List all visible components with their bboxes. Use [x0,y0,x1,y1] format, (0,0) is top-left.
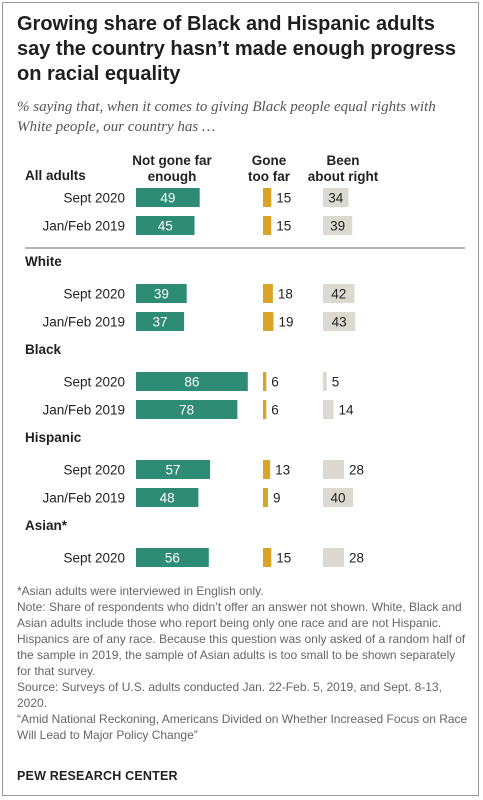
bar-not-gone-far-enough-black-sept-2020 [136,372,248,391]
row-label-hispanic-sept-2020: Sept 2020 [63,463,125,478]
bar-gone-too-far-white-jan-feb-2019 [263,312,274,331]
bar-not-gone-far-enough-asian-sept-2020 [136,548,209,567]
value-label-gone-too-far-all-adults-jan-feb-2019: 15 [276,219,291,234]
bar-been-about-right-hispanic-jan-feb-2019 [323,488,353,507]
value-label-not-gone-far-enough-white-jan-feb-2019: 37 [153,315,168,330]
value-label-gone-too-far-black-jan-feb-2019: 6 [271,403,279,418]
bar-been-about-right-white-jan-feb-2019 [323,312,356,331]
chart-title: Growing share of Black and Hispanic adul… [17,13,456,85]
group-label-all-adults: All adults [25,168,86,183]
group-label-black: Black [25,342,62,357]
value-label-been-about-right-hispanic-jan-feb-2019: 40 [330,491,345,506]
bar-been-about-right-black-sept-2020 [323,372,327,391]
value-label-gone-too-far-white-sept-2020: 18 [278,287,293,302]
value-label-not-gone-far-enough-black-jan-feb-2019: 78 [179,403,194,418]
value-label-been-about-right-black-sept-2020: 5 [332,375,340,390]
bar-not-gone-far-enough-white-sept-2020 [136,284,187,303]
value-label-been-about-right-all-adults-jan-feb-2019: 39 [330,219,345,234]
bar-gone-too-far-black-sept-2020 [263,372,267,391]
value-label-been-about-right-all-adults-sept-2020: 34 [328,191,344,206]
column-header-not-far-enough: Not gone far enough [132,153,212,184]
bar-been-about-right-hispanic-sept-2020 [323,460,344,479]
row-label-black-jan-feb-2019: Jan/Feb 2019 [42,403,125,418]
value-label-not-gone-far-enough-all-adults-jan-feb-2019: 45 [158,219,173,234]
value-label-not-gone-far-enough-hispanic-sept-2020: 57 [166,463,181,478]
bar-been-about-right-asian-sept-2020 [323,548,344,567]
value-label-not-gone-far-enough-black-sept-2020: 86 [184,375,199,390]
note-source: Source: Surveys of U.S. adults conducted… [17,680,442,710]
value-label-been-about-right-white-sept-2020: 42 [331,287,346,302]
bar-been-about-right-black-jan-feb-2019 [323,400,334,419]
value-label-been-about-right-hispanic-sept-2020: 28 [349,463,364,478]
group-label-hispanic: Hispanic [25,430,82,445]
bar-not-gone-far-enough-hispanic-jan-feb-2019 [136,488,199,507]
value-label-been-about-right-white-jan-feb-2019: 43 [332,315,347,330]
bar-gone-too-far-all-adults-sept-2020 [263,188,272,207]
bar-gone-too-far-asian-sept-2020 [263,548,272,567]
row-label-white-jan-feb-2019: Jan/Feb 2019 [42,315,125,330]
row-label-black-sept-2020: Sept 2020 [63,375,125,390]
value-label-been-about-right-black-jan-feb-2019: 14 [339,403,355,418]
bar-gone-too-far-hispanic-sept-2020 [263,460,271,479]
value-label-gone-too-far-white-jan-feb-2019: 19 [278,315,293,330]
bar-gone-too-far-hispanic-jan-feb-2019 [263,488,268,507]
source-brand: PEW RESEARCH CENTER [17,769,178,783]
value-label-not-gone-far-enough-hispanic-jan-feb-2019: 48 [160,491,175,506]
value-label-gone-too-far-hispanic-jan-feb-2019: 9 [273,491,281,506]
bar-not-gone-far-enough-hispanic-sept-2020 [136,460,211,479]
bar-gone-too-far-all-adults-jan-feb-2019 [263,216,272,235]
bar-not-gone-far-enough-all-adults-jan-feb-2019 [136,216,195,235]
value-label-gone-too-far-hispanic-sept-2020: 13 [275,463,290,478]
bar-not-gone-far-enough-all-adults-sept-2020 [136,188,200,207]
note-general: Note: Share of respondents who didn’t of… [17,600,466,678]
bar-been-about-right-all-adults-jan-feb-2019 [323,216,353,235]
row-label-hispanic-jan-feb-2019: Jan/Feb 2019 [42,491,125,506]
notes-block: *Asian adults were interviewed in Englis… [17,583,472,743]
note-asian: *Asian adults were interviewed in Englis… [17,584,264,598]
column-header-about-right: Been about right [307,153,379,184]
chart-subtitle: % saying that, when it comes to giving B… [17,99,436,135]
bar-been-about-right-all-adults-sept-2020 [323,188,349,207]
row-label-all-adults-sept-2020: Sept 2020 [63,191,125,206]
row-label-white-sept-2020: Sept 2020 [63,287,125,302]
note-report-title: “Amid National Reckoning, Americans Divi… [17,712,468,742]
value-label-gone-too-far-all-adults-sept-2020: 15 [276,191,291,206]
bar-not-gone-far-enough-black-jan-feb-2019 [136,400,238,419]
value-label-not-gone-far-enough-asian-sept-2020: 56 [165,551,180,566]
value-label-not-gone-far-enough-all-adults-sept-2020: 49 [160,191,175,206]
value-label-been-about-right-asian-sept-2020: 28 [349,551,364,566]
value-label-not-gone-far-enough-white-sept-2020: 39 [154,287,169,302]
bar-chart: All adults Sept 2020 49 15 34 Jan/Feb 2019 45 1… [25,168,465,567]
bar-been-about-right-white-sept-2020 [323,284,355,303]
value-label-gone-too-far-black-sept-2020: 6 [271,375,279,390]
column-header-too-far: Gone too far [248,153,290,184]
group-label-white: White [25,254,62,269]
value-label-gone-too-far-asian-sept-2020: 15 [276,551,291,566]
bar-gone-too-far-white-sept-2020 [263,284,273,303]
row-label-all-adults-jan-feb-2019: Jan/Feb 2019 [42,219,125,234]
group-label-asian: Asian* [25,518,68,533]
bar-not-gone-far-enough-white-jan-feb-2019 [136,312,185,331]
bar-gone-too-far-black-jan-feb-2019 [263,400,267,419]
row-label-asian-sept-2020: Sept 2020 [63,551,125,566]
